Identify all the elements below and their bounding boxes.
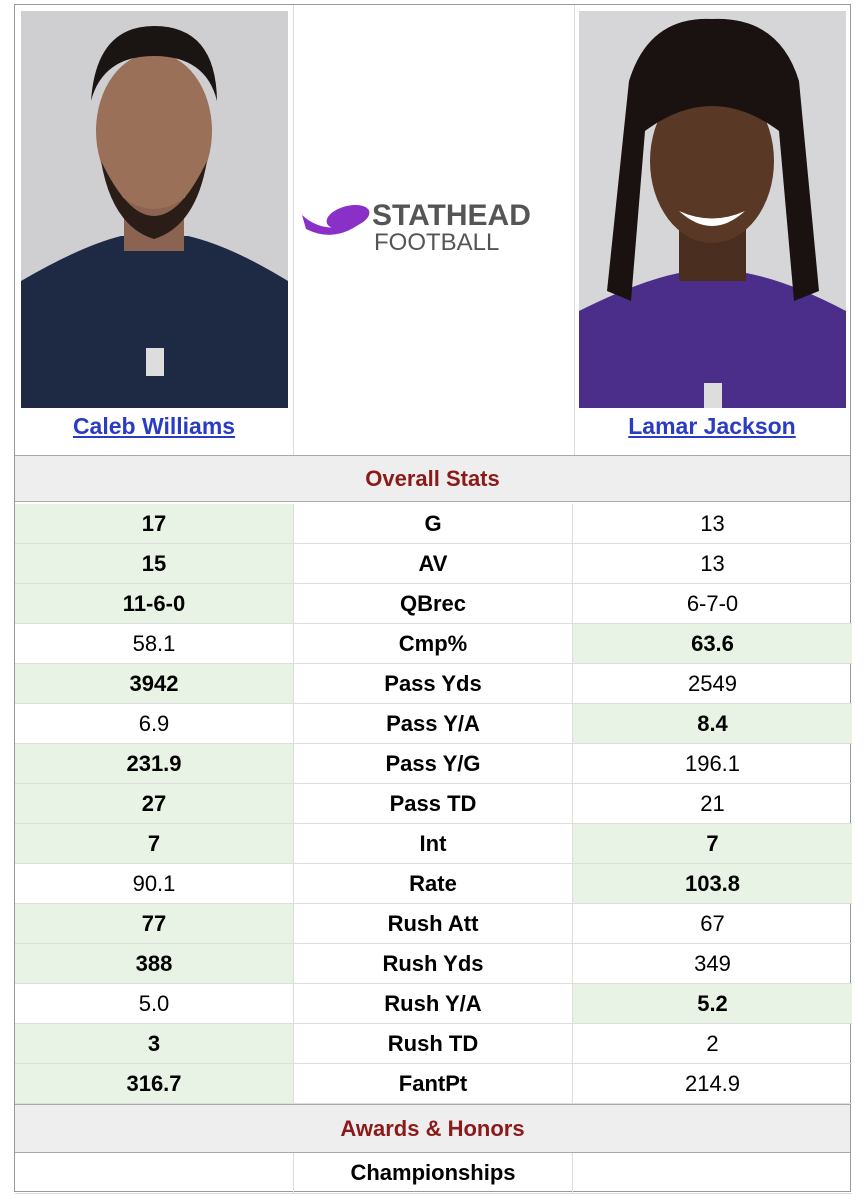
stat-label: Pass TD [293, 784, 573, 824]
stat-value: 58.1 [15, 624, 293, 664]
stat-value: 13 [573, 544, 852, 584]
stat-label: Cmp% [293, 624, 573, 664]
stat-label: G [293, 504, 573, 544]
stat-label: FantPt [293, 1064, 573, 1104]
stat-value [15, 1153, 293, 1194]
stathead-logo: STATHEAD FOOTBALL [302, 199, 531, 255]
stat-value: 6-7-0 [573, 584, 852, 624]
stat-value: 3942 [15, 664, 293, 704]
stat-value: 77 [15, 904, 293, 944]
player-name[interactable]: Lamar Jackson [628, 413, 796, 439]
stat-value: 13 [573, 504, 852, 544]
stat-label: Championships [293, 1153, 573, 1194]
stat-value: 5.0 [15, 984, 293, 1024]
stat-value: 5.2 [573, 984, 852, 1024]
stat-value: 90.1 [15, 864, 293, 904]
stat-value: 15 [15, 544, 293, 584]
logo-text: STATHEAD [372, 199, 531, 232]
stat-value: 63.6 [573, 624, 852, 664]
stat-value: 21 [573, 784, 852, 824]
player-photo [579, 11, 846, 408]
comparison-table: STATHEAD FOOTBALL Caleb Williams Lamar J… [14, 4, 852, 1194]
stat-label: Pass Y/G [293, 744, 573, 784]
stat-label: Rush TD [293, 1024, 573, 1064]
stat-label: Rate [293, 864, 573, 904]
stat-value: 214.9 [573, 1064, 852, 1104]
stat-value: 7 [573, 824, 852, 864]
stat-value: 2549 [573, 664, 852, 704]
stat-label: AV [293, 544, 573, 584]
stat-value: 3 [15, 1024, 293, 1064]
stat-value: 196.1 [573, 744, 852, 784]
stat-value: 316.7 [15, 1064, 293, 1104]
stat-label: Pass Yds [293, 664, 573, 704]
stat-value [573, 1153, 852, 1194]
stat-value: 349 [573, 944, 852, 984]
stat-value: 17 [15, 504, 293, 544]
stat-value: 67 [573, 904, 852, 944]
section-title: Overall Stats [15, 455, 850, 502]
header-divider [293, 5, 575, 455]
stat-value: 27 [15, 784, 293, 824]
player-photo [21, 11, 288, 408]
stat-label: Rush Yds [293, 944, 573, 984]
stat-value: 231.9 [15, 744, 293, 784]
player-name[interactable]: Caleb Williams [72, 413, 236, 439]
stat-value: 2 [573, 1024, 852, 1064]
section-title: Awards & Honors [15, 1104, 850, 1153]
stat-value: 7 [15, 824, 293, 864]
stat-value: 388 [15, 944, 293, 984]
stat-value: 6.9 [15, 704, 293, 744]
stat-label: Pass Y/A [293, 704, 573, 744]
stat-label: Rush Y/A [293, 984, 573, 1024]
stat-label: Rush Att [293, 904, 573, 944]
stat-value: 8.4 [573, 704, 852, 744]
logo-text: FOOTBALL [374, 229, 499, 255]
stat-label: Int [293, 824, 573, 864]
stat-value: 11-6-0 [15, 584, 293, 624]
stat-value: 103.8 [573, 864, 852, 904]
stat-label: QBrec [293, 584, 573, 624]
